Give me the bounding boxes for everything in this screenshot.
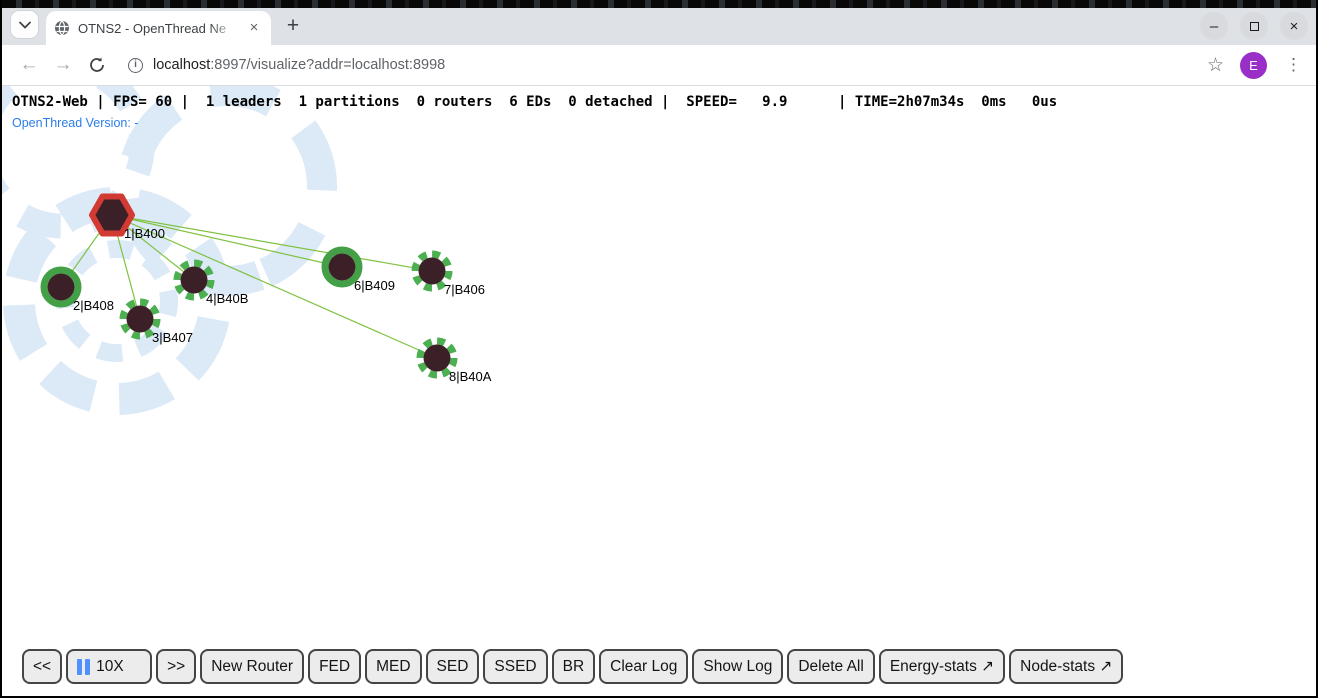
node-4-b40b[interactable] <box>171 257 217 303</box>
node-3-b407[interactable] <box>117 296 163 342</box>
speed-button[interactable]: 10X <box>66 649 153 684</box>
button-label: SSED <box>494 657 537 675</box>
node-label: 4|B40B <box>206 291 249 306</box>
forward-button[interactable]: → <box>53 54 73 75</box>
button-label: FED <box>319 657 351 675</box>
ed-node-icon <box>119 298 161 340</box>
window-top-strip <box>2 0 1316 8</box>
maximize-button[interactable] <box>1240 12 1268 40</box>
button-label: MED <box>376 657 411 675</box>
site-info-icon[interactable]: i <box>128 57 143 73</box>
tab-strip: OTNS2 - OpenThread Ne × + – × <box>2 8 1316 45</box>
reload-button[interactable] <box>80 56 114 74</box>
med-button[interactable]: MED <box>365 649 422 684</box>
node-label: 8|B40A <box>449 369 492 384</box>
chevron-down-icon <box>18 21 31 29</box>
new-tab-button[interactable]: + <box>286 14 300 37</box>
br-button[interactable]: BR <box>551 649 596 684</box>
openthread-version-text[interactable]: OpenThread Version: - <box>12 116 139 130</box>
minimize-button[interactable]: – <box>1200 12 1228 40</box>
ed-node-icon <box>416 337 458 379</box>
delete-all-button[interactable]: Delete All <box>787 649 875 684</box>
node-1-b400[interactable] <box>89 192 135 238</box>
window-controls: – × <box>1200 12 1308 40</box>
link-1-6 <box>111 214 343 268</box>
node-7-b406[interactable] <box>409 248 455 294</box>
address-bar: ← → i localhost:8997/visualize?addr=loca… <box>2 45 1316 86</box>
step-back-button[interactable]: << <box>22 649 63 684</box>
button-label: BR <box>562 657 585 675</box>
step-forward-button[interactable]: >> <box>156 649 197 684</box>
status-line: OTNS2-Web | FPS= 60 | 1 leaders 1 partit… <box>12 94 1058 110</box>
close-button[interactable]: × <box>1280 12 1308 40</box>
ssed-button[interactable]: SSED <box>483 649 548 684</box>
node-6-b409[interactable] <box>319 244 365 290</box>
button-label: >> <box>167 657 186 675</box>
link-1-7 <box>111 214 433 272</box>
node-label: 1|B400 <box>124 226 165 241</box>
url-text[interactable]: localhost:8997/visualize?addr=localhost:… <box>153 57 1207 73</box>
button-label: SED <box>436 657 469 675</box>
ed-node-icon <box>411 250 453 292</box>
node-label: 3|B407 <box>152 330 193 345</box>
button-label: 10X <box>96 657 124 675</box>
network-links <box>60 214 438 359</box>
globe-favicon-icon <box>55 20 69 36</box>
simulation-toolbar: << 10X >> New Router FED MED SED SSED BR Clear Lo… <box>22 649 1124 684</box>
button-label: New Router <box>211 657 294 675</box>
bookmark-star-icon[interactable]: ☆ <box>1206 54 1224 76</box>
button-label: Delete All <box>798 657 864 675</box>
link-1-8 <box>111 214 438 359</box>
pause-icon <box>77 658 91 675</box>
browser-menu-icon[interactable]: ⋮ <box>1285 55 1302 74</box>
node-2-b408[interactable] <box>38 264 84 310</box>
ed-node-icon <box>173 259 215 301</box>
energy-stats-button[interactable]: Energy-stats ↗ <box>878 649 1006 684</box>
profile-avatar[interactable]: E <box>1240 51 1267 79</box>
show-log-button[interactable]: Show Log <box>692 649 784 684</box>
node-label: 7|B406 <box>444 282 485 297</box>
button-label: Node-stats ↗ <box>1020 658 1113 675</box>
new-router-button[interactable]: New Router <box>200 649 305 684</box>
button-label: Energy-stats ↗ <box>889 658 995 675</box>
button-label: << <box>33 657 52 675</box>
reload-icon <box>90 57 104 72</box>
tab-close-icon[interactable]: × <box>249 19 259 36</box>
url-host: localhost <box>153 57 211 73</box>
node-stats-button[interactable]: Node-stats ↗ <box>1009 649 1124 684</box>
button-label: Clear Log <box>610 657 678 675</box>
url-path: :8997/visualize?addr=localhost:8998 <box>210 57 446 73</box>
fed-button[interactable]: FED <box>308 649 362 684</box>
sed-button[interactable]: SED <box>425 649 480 684</box>
node-label: 2|B408 <box>73 298 114 313</box>
tab-otns2[interactable]: OTNS2 - OpenThread Ne × <box>46 11 271 45</box>
ed-node-icon <box>321 246 363 288</box>
ed-node-icon <box>40 266 82 308</box>
tab-search-button[interactable] <box>11 11 38 38</box>
maximize-icon <box>1249 21 1259 31</box>
tab-title: OTNS2 - OpenThread Ne <box>78 20 227 36</box>
node-label: 6|B409 <box>354 278 395 293</box>
clear-log-button[interactable]: Clear Log <box>599 649 689 684</box>
back-button[interactable]: ← <box>19 54 39 75</box>
button-label: Show Log <box>703 657 773 675</box>
visualizer-canvas: 1|B400 2|B408 3|B407 4|B40B 6|B409 7|B406 8|B4… <box>2 86 1316 696</box>
node-8-b40a[interactable] <box>414 335 460 381</box>
leader-hexagon-icon <box>89 193 135 237</box>
